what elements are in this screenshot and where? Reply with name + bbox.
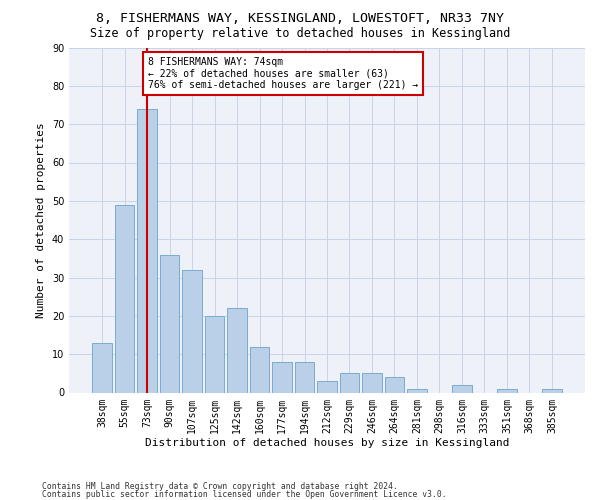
Bar <box>227 308 247 392</box>
Bar <box>137 109 157 393</box>
Bar <box>362 374 382 392</box>
Bar <box>250 346 269 393</box>
Bar <box>272 362 292 392</box>
Text: Contains public sector information licensed under the Open Government Licence v3: Contains public sector information licen… <box>42 490 446 499</box>
Bar <box>385 377 404 392</box>
Bar <box>182 270 202 392</box>
Bar <box>542 388 562 392</box>
Text: Contains HM Land Registry data © Crown copyright and database right 2024.: Contains HM Land Registry data © Crown c… <box>42 482 398 491</box>
Y-axis label: Number of detached properties: Number of detached properties <box>36 122 46 318</box>
Bar <box>205 316 224 392</box>
Bar <box>407 388 427 392</box>
Text: 8 FISHERMANS WAY: 74sqm
← 22% of detached houses are smaller (63)
76% of semi-de: 8 FISHERMANS WAY: 74sqm ← 22% of detache… <box>148 57 418 90</box>
Bar <box>452 385 472 392</box>
Bar <box>160 254 179 392</box>
Bar <box>340 374 359 392</box>
Text: 8, FISHERMANS WAY, KESSINGLAND, LOWESTOFT, NR33 7NY: 8, FISHERMANS WAY, KESSINGLAND, LOWESTOF… <box>96 12 504 26</box>
Text: Size of property relative to detached houses in Kessingland: Size of property relative to detached ho… <box>90 28 510 40</box>
Bar <box>115 204 134 392</box>
Bar <box>497 388 517 392</box>
Bar <box>317 381 337 392</box>
X-axis label: Distribution of detached houses by size in Kessingland: Distribution of detached houses by size … <box>145 438 509 448</box>
Bar <box>295 362 314 392</box>
Bar <box>92 342 112 392</box>
